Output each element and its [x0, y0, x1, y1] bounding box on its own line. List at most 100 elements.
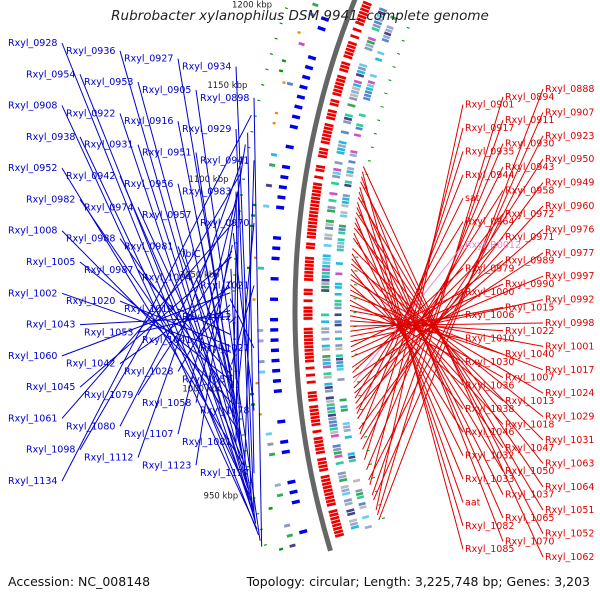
gene-label[interactable]: Rxyl_1002 — [8, 288, 57, 299]
gene-label[interactable]: Rxyl_0931 — [84, 140, 133, 151]
gene-label[interactable]: Rxyl_0938 — [26, 132, 75, 143]
gene-label[interactable]: Rxyl_1053 — [84, 327, 133, 338]
gene-label[interactable]: Rxyl_1018 — [505, 419, 554, 430]
gene-label[interactable]: Rxyl_1031 — [545, 435, 594, 446]
gene-label[interactable]: Rxyl_1001 — [545, 341, 594, 352]
gene-label[interactable]: Rxyl_1062 — [545, 552, 594, 563]
gene-label[interactable]: sat — [465, 193, 480, 204]
gene-label[interactable]: Rxyl_R0012 — [465, 240, 521, 251]
gene-label[interactable]: aat — [465, 497, 481, 508]
gene-label[interactable]: Rxyl_0907 — [545, 107, 594, 118]
gene-label[interactable]: Rxyl_0964 — [465, 217, 514, 228]
gene-label[interactable]: Rxyl_1019 — [124, 304, 173, 315]
gene-label[interactable]: Rxyl_0944 — [465, 170, 514, 181]
gene-label[interactable]: Rxyl_1045 — [26, 382, 75, 393]
gene-label[interactable]: Rxyl_1005 — [26, 257, 75, 268]
gene-label[interactable]: Rxyl_0960 — [545, 201, 594, 212]
gene-label[interactable]: Rxyl_1022 — [505, 326, 554, 337]
gene-label[interactable]: Rxyl_0935 — [465, 146, 514, 157]
gene-label[interactable]: Rxyl_1065 — [505, 513, 554, 524]
gene-label[interactable]: Rxyl_1098 — [26, 445, 75, 456]
gene-label[interactable]: Rxyl_1060 — [8, 351, 57, 362]
gene-label[interactable]: Rxyl_1007 — [505, 373, 554, 384]
gene-label[interactable]: Rxyl_0908 — [8, 101, 57, 112]
gene-label[interactable]: Rxyl_1008 — [8, 226, 57, 237]
gene-label[interactable]: Rxyl_1081 — [182, 437, 231, 448]
gene-label[interactable]: Rxyl_0998 — [545, 318, 594, 329]
gene-label[interactable]: Rxyl_1036 — [465, 380, 514, 391]
gene-label[interactable]: Rxyl_0974 — [84, 202, 133, 213]
gene-label[interactable]: Rxyl_0989 — [505, 256, 554, 267]
gene-label[interactable]: Rxyl_1127 — [200, 468, 249, 479]
gene-label[interactable]: Rxyl_0950 — [545, 154, 594, 165]
gene-label[interactable]: Rxyl_0923 — [545, 131, 594, 142]
gene-label[interactable]: Rxyl_1010 — [465, 334, 514, 345]
gene-label[interactable]: Rxyl_0936 — [66, 46, 115, 57]
gene-label[interactable]: Rxyl_1046 — [465, 427, 514, 438]
gene-label[interactable]: Rxyl_1052 — [545, 529, 594, 540]
gene-label[interactable]: Rxyl_1070 — [505, 536, 554, 547]
gene-label[interactable]: Rxyl_0958 — [505, 185, 554, 196]
gene-label[interactable]: Rxyl_0911 — [505, 115, 554, 126]
gene-label[interactable]: Rxyl_1063 — [545, 458, 594, 469]
gene-label[interactable]: Rxyl_0941 — [200, 155, 249, 166]
gene-label[interactable]: Rxyl_0976 — [545, 224, 594, 235]
gene-label[interactable]: Rxyl_1042 — [66, 359, 115, 370]
gene-label[interactable]: Rxyl_0888 — [545, 84, 594, 95]
gene-label[interactable]: Rxyl_0952 — [8, 163, 57, 174]
gene-label[interactable]: Rxyl_1033 — [465, 474, 514, 485]
gene-label[interactable]: Rxyl_1112 — [84, 453, 133, 464]
gene-label[interactable]: Rxyl_0977 — [545, 248, 594, 259]
gene-label[interactable]: Rxyl_1017 — [545, 365, 594, 376]
gene-label[interactable]: Rxyl_1057 — [182, 374, 231, 385]
gene-label[interactable]: Rxyl_0922 — [66, 108, 115, 119]
gene-label[interactable]: Rxyl_1064 — [545, 482, 594, 493]
gene-label[interactable]: Rxyl_1080 — [66, 421, 115, 432]
gene-label[interactable]: Rxyl_1085 — [465, 544, 514, 555]
gene-label[interactable]: Rxyl_1082 — [465, 521, 514, 532]
gene-label[interactable]: Rxyl_1041 — [142, 335, 191, 346]
gene-label[interactable]: Rxyl_1015 — [505, 302, 554, 313]
gene-label[interactable]: Rxyl_0957 — [142, 210, 191, 221]
gene-label[interactable]: Rxyl_0894 — [505, 92, 554, 103]
gene-label[interactable]: Rxyl_1047 — [505, 443, 554, 454]
gene-label[interactable]: Rxyl_1037 — [505, 490, 554, 501]
gene-label[interactable]: Rxyl_1078 — [200, 406, 249, 417]
gene-label[interactable]: Rxyl_0972 — [505, 209, 554, 220]
gene-label[interactable]: Rxyl_1013 — [505, 396, 554, 407]
gene-label[interactable]: Rxyl_1030 — [465, 357, 514, 368]
gene-label[interactable]: Rxyl_1032 — [465, 451, 514, 462]
gene-label[interactable]: Rxyl_1038 — [465, 404, 514, 415]
gene-label[interactable]: fbiC — [182, 249, 201, 260]
gene-label[interactable]: Rxyl_1020 — [66, 296, 115, 307]
gene-label[interactable]: Rxyl_1051 — [545, 505, 594, 516]
gene-label[interactable]: Rxyl_0917 — [465, 123, 514, 134]
gene-label[interactable]: Rxyl_1107 — [124, 429, 173, 440]
gene-label[interactable]: Rxyl_1061 — [8, 413, 57, 424]
gene-label[interactable]: Rxyl_0983 — [182, 187, 231, 198]
gene-label[interactable]: Rxyl_1012 — [182, 312, 231, 323]
gene-label[interactable]: Rxyl_1024 — [545, 388, 594, 399]
gene-label[interactable]: Rxyl_1027 — [200, 343, 249, 354]
gene-label[interactable]: Rxyl_0942 — [66, 171, 115, 182]
gene-label[interactable]: Rxyl_0905 — [142, 85, 191, 96]
gene-label[interactable]: Rxyl_1021 — [200, 280, 249, 291]
gene-label[interactable]: Rxyl_0928 — [8, 38, 57, 49]
gene-label[interactable]: Rxyl_0943 — [505, 162, 554, 173]
gene-label[interactable]: Rxyl_1123 — [142, 460, 191, 471]
gene-label[interactable]: Rxyl_1040 — [505, 349, 554, 360]
gene-label[interactable]: Rxyl_0992 — [545, 295, 594, 306]
gene-label[interactable]: Rxyl_0988 — [66, 234, 115, 245]
gene-label[interactable]: Rxyl_1043 — [26, 320, 75, 331]
gene-label[interactable]: Rxyl_1058 — [142, 398, 191, 409]
gene-label[interactable]: Rxyl_1079 — [84, 390, 133, 401]
gene-label[interactable]: Rxyl_0981 — [124, 241, 173, 252]
gene-label[interactable]: Rxyl_1000 — [465, 287, 514, 298]
gene-label[interactable]: Rxyl_0951 — [142, 148, 191, 159]
gene-label[interactable]: Rxyl_0954 — [26, 69, 75, 80]
gene-label[interactable]: Rxyl_0927 — [124, 54, 173, 65]
gene-label[interactable]: Rxyl_1050 — [505, 466, 554, 477]
gene-label[interactable]: Rxyl_0979 — [465, 263, 514, 274]
gene-label[interactable]: Rxyl_0901 — [465, 100, 514, 111]
gene-label[interactable]: Rxyl_0934 — [182, 61, 231, 72]
